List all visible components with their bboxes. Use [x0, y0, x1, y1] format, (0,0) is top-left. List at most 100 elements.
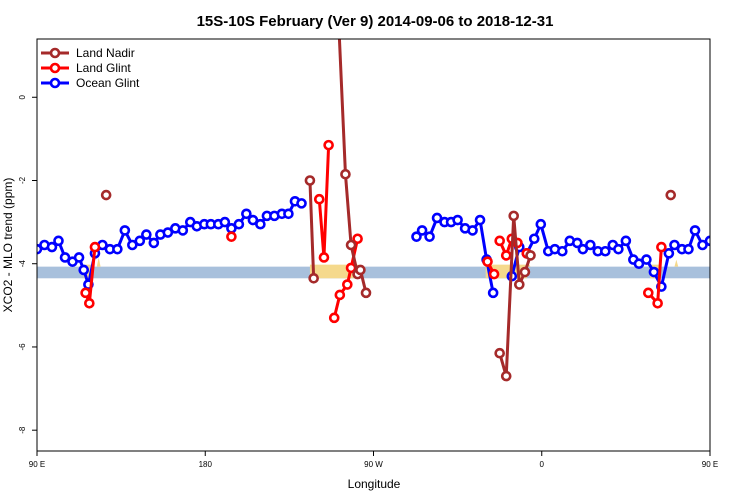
data-point — [219, 216, 231, 228]
data-point — [177, 225, 189, 236]
legend-label: Ocean Glint — [76, 76, 140, 90]
data-point — [519, 266, 531, 278]
data-point — [697, 239, 708, 251]
y-axis: 0 -2 -4 -6 -8 — [18, 94, 37, 434]
data-point — [100, 189, 112, 201]
data-point — [494, 347, 505, 359]
data-point — [226, 231, 237, 242]
data-point — [500, 250, 512, 261]
data-point — [112, 243, 123, 255]
data-point — [648, 266, 660, 278]
series-land-nadir — [100, 39, 677, 382]
y-tick-label: 0 — [18, 94, 27, 99]
data-point — [528, 233, 540, 245]
band-rect — [37, 266, 710, 279]
x-tick-label: 90 W — [364, 460, 383, 469]
data-point — [323, 139, 334, 151]
data-point — [487, 287, 499, 299]
data-point — [514, 279, 525, 290]
data-point — [585, 239, 596, 251]
data-point — [355, 264, 366, 276]
data-point — [59, 252, 71, 263]
data-point — [482, 256, 493, 267]
chart-title: 15S-10S February (Ver 9) 2014-09-06 to 2… — [197, 13, 554, 30]
series-line — [415, 215, 495, 294]
legend-item: Ocean Glint — [41, 76, 140, 90]
data-point — [467, 225, 478, 236]
data-point — [683, 243, 694, 255]
data-point — [233, 218, 245, 230]
data-point — [53, 235, 64, 247]
legend-marker — [49, 77, 61, 89]
series-ocean-glint — [37, 196, 727, 299]
data-point — [713, 231, 721, 239]
legend-label: Land Glint — [76, 61, 131, 75]
data-point — [663, 248, 675, 259]
data-point — [411, 231, 422, 242]
data-point — [340, 168, 351, 180]
data-point — [304, 175, 316, 186]
data-point — [255, 218, 266, 230]
data-point — [360, 287, 372, 299]
data-point — [571, 237, 583, 249]
data-point — [488, 268, 500, 280]
data-point — [719, 241, 727, 249]
data-point — [328, 312, 340, 324]
data-point — [656, 241, 667, 253]
data-point — [119, 225, 131, 236]
data-point — [620, 235, 632, 247]
data-point — [600, 245, 611, 257]
data-point — [89, 241, 101, 253]
data-point — [669, 239, 680, 251]
data-point — [416, 225, 428, 236]
y-axis-label: XCO2 - MLO trend (ppm) — [1, 178, 15, 313]
legend-marker — [49, 47, 61, 59]
data-point — [73, 252, 85, 263]
land-mask-band — [37, 257, 710, 279]
data-point — [508, 210, 520, 222]
data-point — [557, 245, 568, 257]
data-point — [500, 370, 512, 382]
data-point — [535, 218, 547, 230]
y-tick-label: -2 — [18, 176, 27, 184]
data-point — [345, 239, 357, 251]
data-point — [525, 250, 536, 261]
data-point — [241, 208, 252, 220]
legend-marker — [49, 62, 61, 74]
land-spike — [96, 257, 101, 267]
data-point — [84, 297, 95, 309]
data-point — [148, 237, 160, 249]
data-point — [313, 193, 325, 205]
y-tick-label: -6 — [18, 343, 27, 351]
y-tick-label: -8 — [18, 426, 27, 434]
data-point — [352, 233, 363, 245]
data-point — [452, 214, 463, 226]
data-point — [296, 198, 307, 209]
land-spike — [674, 259, 679, 267]
x-axis: 90 E 180 90 W 0 90 E — [29, 451, 718, 469]
data-point — [643, 287, 654, 299]
data-point — [283, 208, 294, 220]
data-point — [424, 231, 435, 242]
data-point — [308, 272, 319, 284]
data-point — [689, 225, 701, 236]
data-point — [318, 252, 330, 263]
x-tick-label: 0 — [540, 460, 545, 469]
data-point — [474, 214, 486, 226]
series-layer — [37, 39, 727, 382]
data-point — [141, 229, 152, 240]
data-point — [494, 235, 505, 247]
series-line — [308, 180, 316, 279]
data-point — [247, 214, 259, 226]
data-point — [633, 258, 645, 270]
data-point — [613, 243, 624, 255]
data-point — [704, 235, 710, 247]
x-axis-label: Longitude — [348, 477, 401, 491]
data-point — [46, 241, 58, 253]
data-point — [641, 254, 652, 265]
legend-label: Land Nadir — [76, 46, 135, 60]
data-point — [78, 264, 90, 276]
y-tick-label: -4 — [18, 260, 27, 268]
